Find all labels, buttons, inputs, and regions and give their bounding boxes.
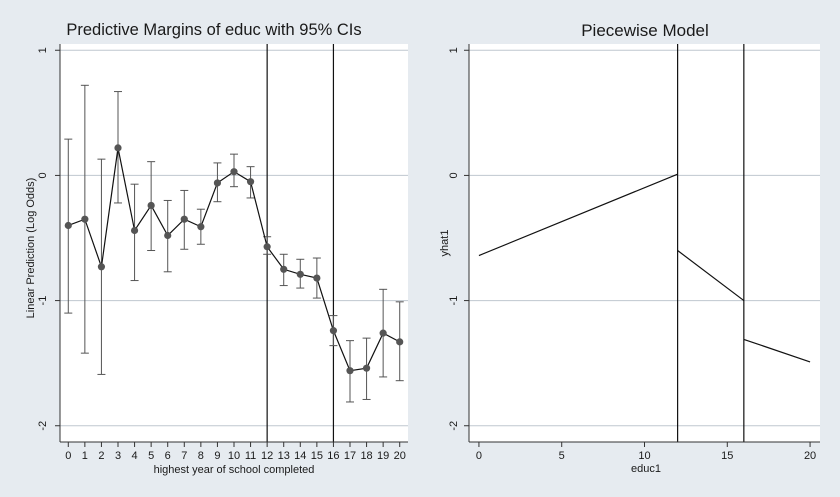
margin-point: [213, 179, 222, 187]
margins-x-tick-label: 15: [311, 450, 323, 462]
piecewise-x-tick-label: 15: [721, 450, 733, 462]
piecewise-segment: [743, 338, 811, 363]
piecewise-panel: Piecewise Model 10-1-20 5 10 15 20 educ1 yha…: [439, 21, 820, 475]
margins-x-tick-label: 2: [98, 450, 104, 462]
margins-x-tick-label: 6: [165, 450, 171, 462]
margin-point: [230, 168, 238, 176]
margin-point: [97, 263, 106, 271]
piecewise-y-axis-label: yhat1: [439, 230, 451, 257]
margins-x-tick-label: 9: [214, 450, 220, 462]
margin-point: [81, 215, 89, 223]
piecewise-y-tick-label: -2: [448, 421, 460, 431]
margin-point: [114, 144, 122, 152]
piecewise-y-tick-label: 1: [448, 47, 460, 53]
piecewise-y-tick-label: -1: [448, 296, 460, 306]
margins-x-tick-label: 1: [82, 450, 88, 462]
margins-x-tick-label: 13: [278, 450, 290, 462]
margin-point: [346, 367, 354, 375]
margin-point: [197, 223, 205, 231]
margin-point: [313, 274, 321, 282]
margins-x-axis-label: highest year of school completed: [154, 464, 315, 476]
margins-plot-area: [60, 44, 408, 442]
margins-x-tick-label: 7: [181, 450, 187, 462]
margin-point: [379, 329, 387, 337]
margins-y-tick-label: -1: [37, 296, 49, 306]
margin-point: [263, 243, 271, 251]
margins-y-tick-label: 0: [37, 172, 49, 178]
margins-x-tick-label: 19: [377, 450, 389, 462]
piecewise-segment: [478, 173, 678, 257]
margins-chart-title: Predictive Margins of educ with 95% CIs: [66, 21, 361, 39]
margins-panel: Predictive Margins of educ with 95% CIs …: [25, 21, 408, 476]
margins-x-tick-label: 8: [198, 450, 204, 462]
margin-point: [280, 265, 288, 273]
margin-point: [130, 226, 139, 235]
margins-x-tick-label: 12: [261, 450, 273, 462]
margins-x-tick-label: 10: [228, 450, 240, 462]
piecewise-x-tick-label: 10: [638, 450, 650, 462]
piecewise-y-tick-label: 0: [448, 172, 460, 178]
margins-x-tick-label: 11: [245, 450, 256, 462]
margins-x-tick-label: 0: [65, 450, 71, 462]
piecewise-x-tick-label: 20: [804, 450, 816, 462]
margin-point: [329, 327, 338, 335]
piecewise-plot-area: [469, 44, 820, 442]
margins-x-tick-label: 4: [132, 450, 138, 462]
margins-x-tick-label: 20: [394, 450, 406, 462]
margins-x-tick-label: 5: [148, 450, 154, 462]
margin-point: [180, 215, 188, 223]
piecewise-x-tick-label: 0: [476, 450, 482, 462]
margin-point: [246, 178, 255, 186]
margins-x-tick-label: 17: [344, 450, 356, 462]
margin-point: [296, 270, 304, 278]
margin-point: [164, 231, 172, 240]
piecewise-segment: [677, 250, 745, 302]
margin-point: [64, 221, 72, 230]
piecewise-x-axis-label: educ1: [631, 463, 661, 475]
margin-point: [147, 201, 155, 210]
margins-x-tick-label: 3: [115, 450, 121, 462]
piecewise-x-tick-label: 5: [559, 450, 565, 462]
margin-point: [362, 364, 371, 372]
margins-x-tick-label: 14: [294, 450, 306, 462]
margins-x-tick-label: 18: [360, 450, 372, 462]
margin-point: [396, 338, 404, 346]
margins-y-tick-label: 1: [37, 47, 49, 53]
piecewise-chart-title: Piecewise Model: [581, 21, 709, 40]
margins-y-tick-label: -2: [37, 421, 49, 431]
margins-x-tick-label: 16: [327, 450, 339, 462]
margins-y-axis-label: Linear Prediction (Log Odds): [25, 178, 37, 319]
